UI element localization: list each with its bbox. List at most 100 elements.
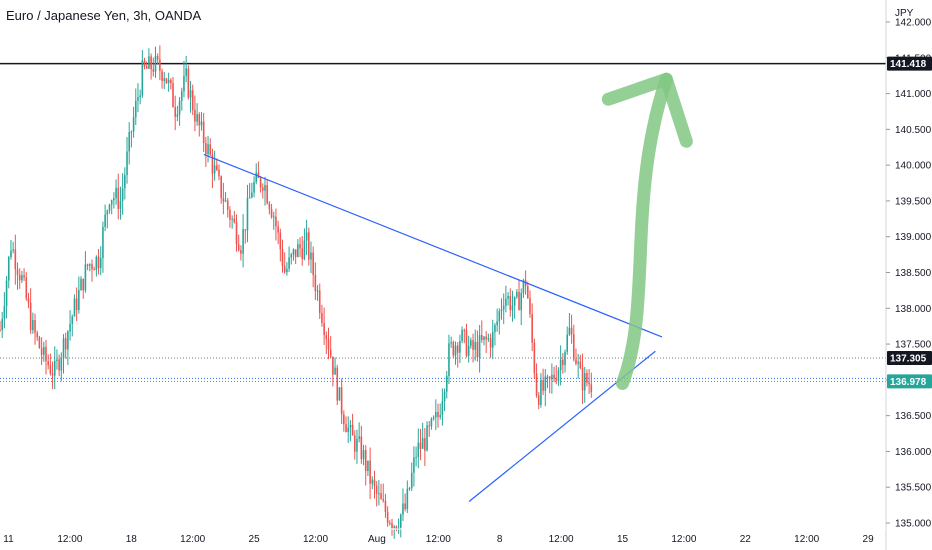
candle-body [360,436,363,460]
candle-body [590,384,593,393]
candle-body [277,226,279,233]
projection-arrow-head [601,72,693,148]
candle-body [408,488,411,490]
candle-body [572,334,575,360]
candle-body [378,493,380,495]
candle-body [294,249,297,257]
trendlines-layer [203,153,663,502]
candle-body [467,345,470,356]
candle-body [358,436,360,439]
candle-body [62,338,65,359]
y-tick-label: 139.000 [895,232,932,243]
candle-body [472,340,474,350]
candle-body [128,132,131,152]
candle-body [439,415,441,418]
candle-body [218,169,220,177]
candle-body [448,343,450,376]
candle-body [185,68,187,76]
candle-body [211,154,214,174]
candle-body [362,450,365,460]
candle-body [297,244,299,257]
candle-body [80,278,82,291]
candle-body [78,290,80,310]
price-axis[interactable]: 142.000141.500141.000140.500140.000139.5… [885,0,932,550]
candle-body [286,268,288,273]
candle-body [259,177,262,188]
candle-body [548,376,551,380]
candle-body [491,331,494,348]
candle-body [224,200,227,202]
candle-body [172,83,174,108]
candle-body [386,511,389,523]
x-tick-label: 25 [249,534,261,545]
candle-body [91,264,93,270]
candle-body [25,277,28,299]
candle-body [526,286,529,299]
candle-body [86,264,89,266]
candle-body [586,373,588,383]
candle-body [141,60,144,96]
candle-body [121,188,124,201]
candle-body [406,488,409,510]
candle-body [60,358,63,371]
candle-body [419,442,422,449]
candle-body [235,222,238,245]
candle-body [371,479,374,484]
candle-body [73,298,76,317]
candle-body [345,424,347,433]
candle-body [165,78,168,84]
candle-body [340,387,343,415]
time-axis[interactable]: 11 12:00 18 12:00 25 12:00 Aug 12:00 8 12:00 15 12:… [0,528,886,545]
candle-body [397,527,400,529]
candle-body [106,210,109,215]
candle-body [97,256,100,269]
y-tick-label: 136.500 [895,411,932,422]
x-tick-label: 18 [126,534,138,545]
projection-arrow-shaft [615,72,673,390]
candle-body [189,90,192,98]
candle-body [275,216,277,227]
candle-body [198,114,201,126]
price-tag-bg [887,374,932,389]
candle-body [415,456,417,458]
candle-body [559,359,562,371]
x-tick-label: 12:00 [549,534,574,545]
candle-body [82,278,85,291]
horizontal-lines-layer [0,62,886,382]
candle-body [18,274,21,281]
candle-body [583,373,586,391]
candle-body [29,302,32,331]
candle-body [240,250,242,254]
candle-body [443,391,446,402]
candle-body [382,499,385,501]
candle-body [321,312,323,324]
candle-body [69,323,71,332]
candle-body [0,329,1,331]
candle-body [373,479,376,486]
x-tick-label: 29 [863,534,875,545]
candle-body [318,290,321,313]
candle-body [183,75,185,92]
candle-body [498,311,501,322]
candle-body [283,265,286,273]
candle-body [537,395,540,405]
candle-body [64,338,67,350]
candle-body [540,380,542,405]
candle-body [154,56,157,72]
y-tick-label: 140.000 [895,161,932,172]
candle-body [139,95,141,98]
candle-body [430,418,433,427]
candle-body [399,514,402,528]
candle-body [424,438,426,451]
candle-body [391,523,393,529]
candle-body [36,332,39,338]
candle-body [124,175,126,189]
candle-body [233,218,236,223]
candle-body [588,382,590,385]
candle-body [456,345,459,353]
candle-body [413,457,415,473]
x-tick-label: 12:00 [671,534,696,545]
candle-body [248,197,251,199]
candle-body [32,320,34,331]
